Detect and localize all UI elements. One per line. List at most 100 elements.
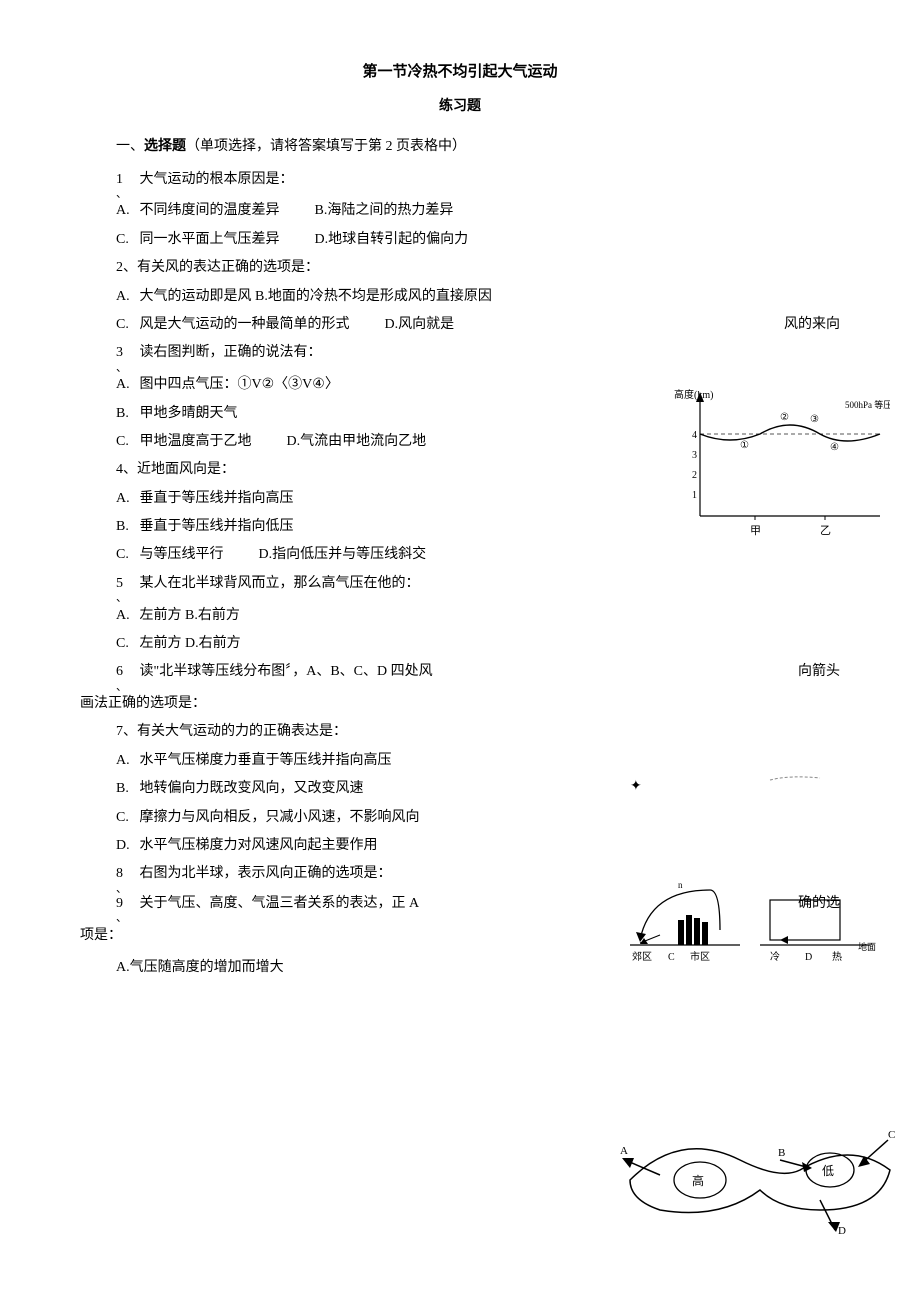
fig3-ylabel: 高度(km)	[674, 388, 713, 401]
q2-num: 2、	[116, 257, 137, 279]
figure-q8: 高 低 A B C D	[620, 1120, 900, 1240]
fig5-mark: ✦	[630, 779, 642, 794]
q7-a-tag: A.	[116, 750, 136, 772]
q1-a-tag: A.	[116, 200, 136, 222]
fig3-x2: 乙	[820, 524, 831, 537]
q7-b-tag: B.	[116, 778, 136, 800]
q3-comma: 、	[116, 367, 840, 370]
q5-c-line: C. 左前方 D.右前方	[116, 633, 840, 655]
fig8-low: 低	[822, 1164, 834, 1178]
question-1: 1 大气运动的根本原因是：	[116, 169, 840, 191]
question-7: 7、有关大气运动的力的正确表达是：	[116, 721, 840, 743]
q4-d: D.指向低压并与等压线斜交	[259, 547, 427, 562]
q1-line-cd: C. 同一水平面上气压差异 D.地球自转引起的偏向力	[116, 229, 840, 251]
fig8-high: 高	[692, 1173, 704, 1188]
q4-cd-line: C. 与等压线平行 D.指向低压并与等压线斜交	[116, 544, 840, 566]
fig3-y4: 4	[692, 430, 697, 441]
q3-b: 甲地多晴朗天气	[140, 406, 238, 421]
q7-d: 水平气压梯度力对风速风向起主要作用	[140, 838, 378, 853]
question-2: 2、有关风的表达正确的选项是：	[116, 257, 840, 279]
q2-c: 风是大气运动的一种最简单的形式	[140, 317, 350, 332]
q4-b: 垂直于等压线并指向低压	[140, 519, 294, 534]
fig8-d: D	[838, 1225, 846, 1237]
section-prefix: 一、	[116, 139, 144, 154]
section-bold: 选择题	[144, 139, 186, 154]
fig3-y1: 1	[692, 490, 697, 501]
q1-c-tag: C.	[116, 229, 136, 251]
q2-a-tag: A.	[116, 286, 136, 308]
q5-a-line: A. 左前方 B.右前方	[116, 605, 840, 627]
page-subtitle: 练习题	[80, 96, 840, 118]
fig8-b: B	[778, 1147, 785, 1159]
fig6-l7: 地面	[858, 941, 876, 952]
q7-d-line: D. 水平气压梯度力对风速风向起主要作用	[116, 835, 840, 857]
q6-stem: 读"北半球等压线分布图〞，A、B、C、D 四处风	[140, 664, 433, 679]
q1-comma: 、	[116, 193, 840, 196]
question-6: 6 读"北半球等压线分布图〞，A、B、C、D 四处风 向箭头	[116, 661, 840, 683]
q1-a: 不同纬度间的温度差异	[140, 203, 280, 218]
fig6-l6: 热	[832, 950, 842, 963]
q4-a-tag: A.	[116, 488, 136, 510]
q3-stem: 读右图判断，正确的说法有：	[140, 345, 322, 360]
q1-d: D.地球自转引起的偏向力	[315, 232, 469, 247]
q5-comma: 、	[116, 597, 840, 600]
fig6-buildings	[678, 915, 708, 945]
q5-num: 5	[116, 573, 136, 595]
q3-a: 图中四点气压：①V②〈③V④〉	[140, 377, 339, 392]
section-rest: （单项选择，请将答案填写于第 2 页表格中）	[186, 139, 466, 154]
q7-b: 地转偏向力既改变风向，又改变风速	[140, 781, 364, 796]
fig3-m3: ③	[810, 414, 819, 425]
q2-a: 大气的运动即是风 B.地面的冷热不均是形成风的直接原因	[140, 289, 492, 304]
q5-stem: 某人在北半球背风而立，那么高气压在他的：	[140, 576, 420, 591]
q7-num: 7、	[116, 721, 137, 743]
fig3-m2: ②	[780, 412, 789, 423]
q5-c: 左前方 D.右前方	[140, 636, 241, 651]
fig6-l5: D	[805, 952, 812, 963]
q5-a: 左前方 B.右前方	[140, 608, 240, 623]
question-8: 8 右图为北半球，表示风向正确的选项是：	[116, 863, 840, 885]
fig6-l4: 冷	[770, 950, 780, 963]
fig3-rlabel: 500hPa 等压面	[845, 399, 890, 410]
q7-c: 摩擦力与风向相反，只减小风速，不影响风向	[140, 810, 420, 825]
q1-num: 1	[116, 169, 136, 191]
q3-a-tag: A.	[116, 374, 136, 396]
q2-line-a: A. 大气的运动即是风 B.地面的冷热不均是形成风的直接原因	[116, 286, 840, 308]
q8-num: 8	[116, 863, 136, 885]
q3-num: 3	[116, 342, 136, 364]
fig3-x1: 甲	[750, 525, 761, 537]
q2-line-cd: C. 风是大气运动的一种最简单的形式 D.风向就是 风的来向	[116, 314, 840, 336]
q4-c-tag: C.	[116, 544, 136, 566]
q4-stem: 近地面风向是：	[137, 462, 235, 477]
question-4: 4、近地面风向是：	[116, 459, 840, 481]
q9-stem: 关于气压、高度、气温三者关系的表达，正 A	[140, 896, 420, 911]
q1-c: 同一水平面上气压差异	[140, 232, 280, 247]
q7-d-tag: D.	[116, 835, 136, 857]
q4-b-tag: B.	[116, 516, 136, 538]
q4-c: 与等压线平行	[140, 547, 224, 562]
q7-c-tag: C.	[116, 807, 136, 829]
fig8-a: A	[620, 1145, 628, 1157]
q2-d-tail: 风的来向	[764, 314, 840, 336]
section-heading: 一、选择题（单项选择，请将答案填写于第 2 页表格中）	[116, 136, 840, 158]
q5-a-tag: A.	[116, 605, 136, 627]
q1-stem: 大气运动的根本原因是：	[140, 172, 294, 187]
q3-d: D.气流由甲地流向乙地	[287, 434, 427, 449]
q4-num: 4、	[116, 459, 137, 481]
q6-stem-right: 向箭头	[778, 661, 840, 683]
question-3: 3 读右图判断，正确的说法有：	[116, 342, 840, 364]
q2-stem: 有关风的表达正确的选项是：	[137, 260, 319, 275]
fig6-l2: C	[668, 952, 675, 963]
q6-tail: 画法正确的选项是：	[80, 693, 840, 715]
fig3-m1: ①	[740, 440, 749, 451]
figure-q5: ✦	[620, 760, 860, 810]
q9-a: A.气压随高度的增加而增大	[116, 960, 284, 975]
fig3-m4: ④	[830, 442, 839, 453]
q2-d: D.风向就是	[385, 317, 455, 332]
q1-b: B.海陆之间的热力差异	[315, 203, 454, 218]
q7-a: 水平气压梯度力垂直于等压线并指向高压	[140, 753, 392, 768]
q8-stem: 右图为北半球，表示风向正确的选项是：	[140, 866, 392, 881]
q3-b-tag: B.	[116, 403, 136, 425]
fig6-l3: 市区	[690, 950, 710, 963]
q2-c-tag: C.	[116, 314, 136, 336]
question-5: 5 某人在北半球背风而立，那么高气压在他的：	[116, 573, 840, 595]
